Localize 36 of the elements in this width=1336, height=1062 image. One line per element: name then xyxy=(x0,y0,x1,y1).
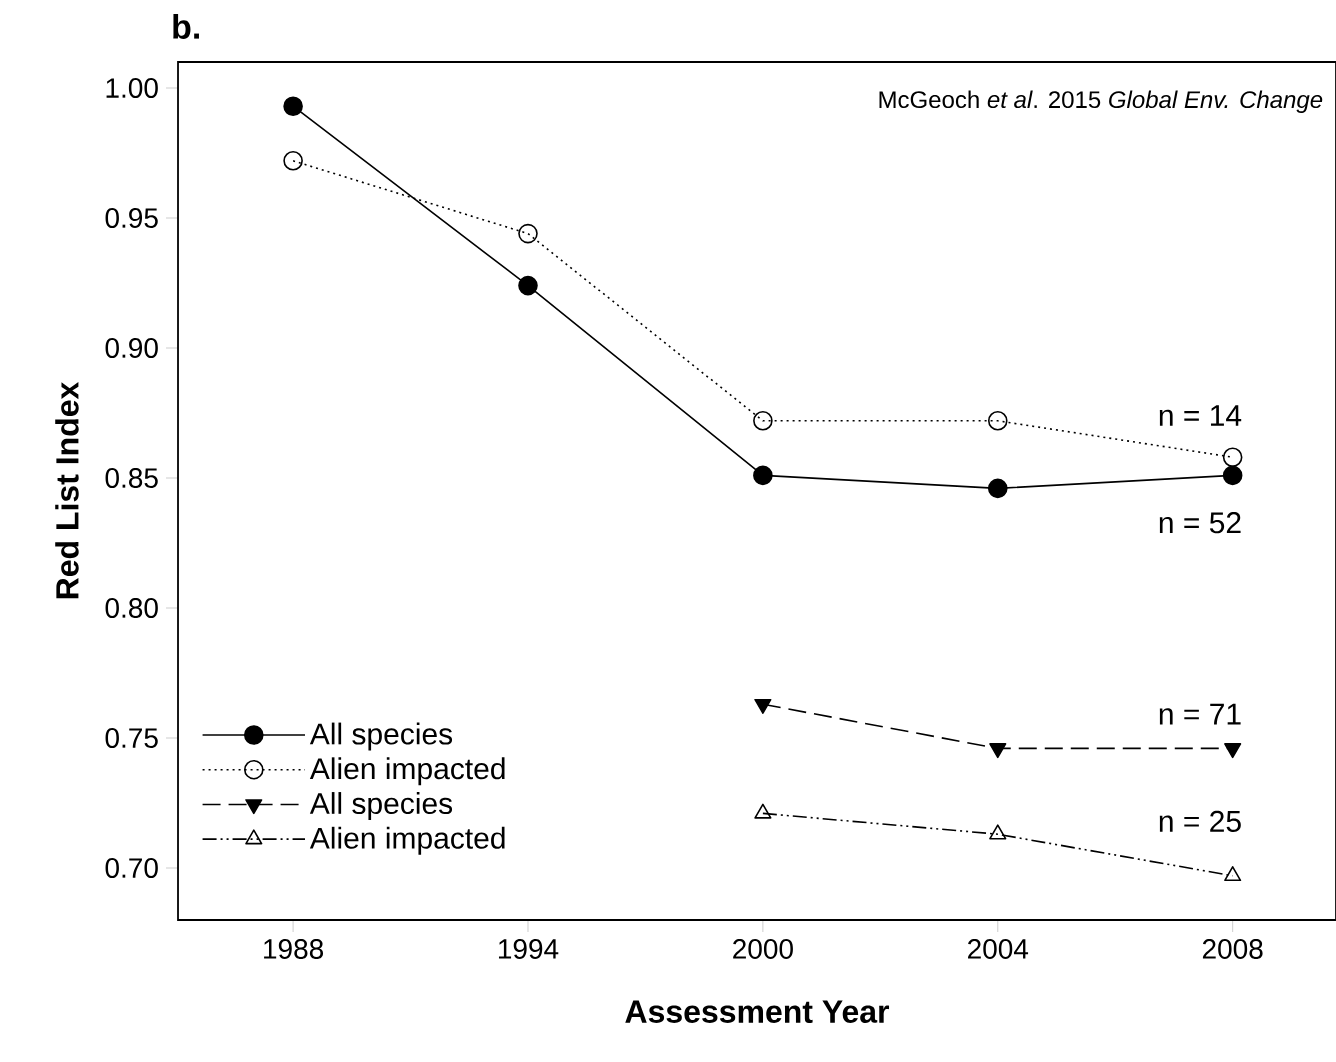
y-axis-title: Red List Index xyxy=(55,381,79,599)
y-tick-label: 0.85 xyxy=(105,468,158,488)
point xyxy=(987,411,1008,431)
x-tick-label: 1988 xyxy=(264,939,324,959)
point xyxy=(283,151,303,171)
x-axis-title: Assessment Year xyxy=(625,1000,890,1023)
legend-label: Alien impacted xyxy=(309,757,505,786)
point xyxy=(1222,447,1243,467)
point xyxy=(754,698,772,714)
annotation: McGeoch et al. 2015 Global Env. Change xyxy=(879,90,1323,113)
y-tick-label: 0.90 xyxy=(105,338,158,358)
annotation: n = 25 xyxy=(1159,810,1241,832)
x-tick-label: 2000 xyxy=(733,939,793,959)
annotation: n = 14 xyxy=(1159,405,1242,426)
point xyxy=(753,411,773,431)
point xyxy=(987,478,1008,499)
legend-label: Alien impacted xyxy=(309,826,505,855)
point xyxy=(1224,866,1242,882)
y-tick-label: 1.00 xyxy=(106,78,158,98)
chart-title: b. xyxy=(173,13,199,39)
point xyxy=(518,275,538,296)
y-tick-label: 0.75 xyxy=(105,728,158,748)
point xyxy=(283,96,303,116)
y-tick-label: 0.70 xyxy=(105,858,158,878)
annotation: n = 52 xyxy=(1159,512,1241,534)
x-tick-label: 2008 xyxy=(1202,939,1263,959)
x-tick-label: 2004 xyxy=(968,939,1029,959)
y-tick-label: 0.80 xyxy=(105,598,158,618)
point xyxy=(518,223,538,244)
legend-label: All species xyxy=(309,722,453,751)
annotation: n = 71 xyxy=(1159,703,1241,725)
point xyxy=(1222,465,1243,486)
point xyxy=(753,465,773,486)
x-tick-label: 1994 xyxy=(498,939,559,959)
legend-label: All species xyxy=(309,792,453,821)
y-tick-label: 0.95 xyxy=(105,208,158,228)
